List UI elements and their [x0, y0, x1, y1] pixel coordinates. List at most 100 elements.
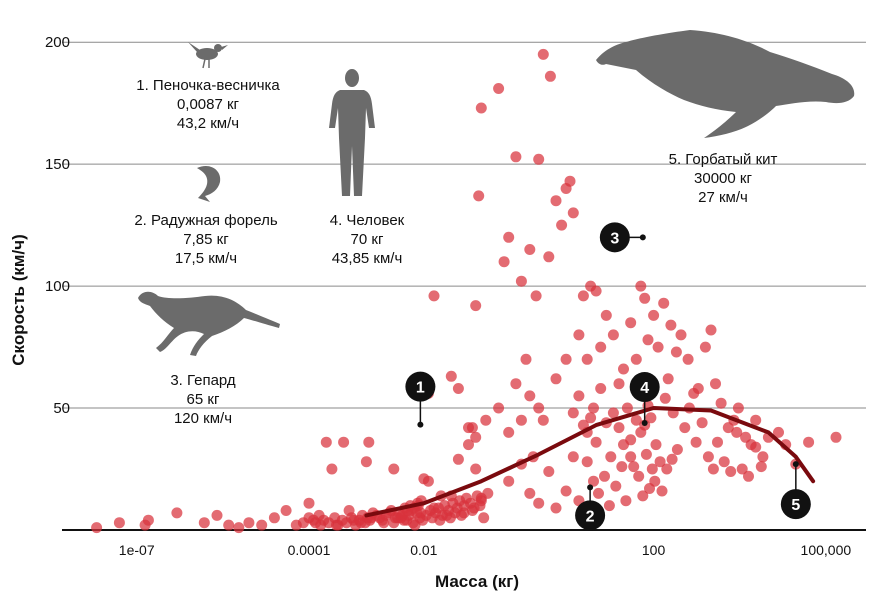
data-point — [718, 456, 730, 468]
data-point — [537, 414, 549, 426]
data-point — [712, 436, 723, 448]
annotation-speed: 17,5 км/ч — [174, 250, 238, 267]
data-point — [639, 292, 651, 304]
data-point — [607, 407, 619, 419]
highlight-5: 5 — [780, 461, 811, 520]
data-point — [428, 290, 440, 302]
axis-ticks: 50 100 150 200 1e-07 0.0001 0.01 100 100,000 — [45, 34, 851, 558]
data-point — [577, 290, 589, 302]
highlight-point — [587, 484, 594, 491]
data-point — [715, 397, 727, 409]
data-point — [533, 153, 545, 165]
annotation-name: 2. Радужная форель — [134, 212, 278, 229]
data-point — [478, 512, 490, 524]
data-point — [637, 490, 649, 502]
data-point — [326, 463, 338, 475]
data-point — [618, 363, 629, 375]
data-point — [171, 507, 183, 519]
data-point — [268, 512, 280, 524]
data-point — [524, 390, 536, 402]
data-point — [510, 151, 522, 163]
data-point — [682, 353, 694, 365]
data-point — [463, 439, 474, 451]
data-point — [498, 256, 510, 268]
data-point — [658, 297, 670, 309]
data-point — [613, 422, 625, 434]
data-point — [303, 497, 315, 509]
data-point — [503, 426, 515, 438]
data-point — [642, 334, 654, 346]
highlight-badge — [629, 372, 660, 403]
data-point — [280, 505, 292, 516]
annotation-name: 3. Гепард — [170, 372, 236, 389]
data-point — [666, 453, 678, 465]
data-point — [493, 402, 505, 414]
data-point — [480, 414, 492, 426]
data-point — [533, 402, 545, 414]
highlight-markers: 1 2 3 4 5 — [405, 222, 811, 531]
data-point — [455, 509, 467, 521]
data-point — [755, 461, 767, 473]
highlight-number: 4 — [640, 380, 649, 397]
data-point — [659, 392, 671, 404]
x-tick-label: 1e-07 — [119, 542, 155, 558]
annotation-cheetah: 3. Гепард 65 кг 120 км/ч — [148, 371, 258, 428]
y-tick-label: 150 — [45, 156, 70, 173]
data-point — [452, 453, 464, 465]
highlight-point — [641, 420, 648, 427]
highlight-2: 2 — [575, 484, 606, 531]
data-point — [533, 497, 545, 509]
data-point — [595, 341, 607, 353]
animal-silhouettes — [138, 30, 855, 356]
data-point — [670, 346, 682, 358]
data-point — [581, 353, 593, 365]
data-point — [750, 414, 762, 426]
highlight-number: 3 — [610, 230, 619, 247]
data-point — [731, 426, 743, 438]
fish-icon — [197, 165, 221, 202]
data-point — [515, 414, 527, 426]
data-point — [524, 244, 536, 255]
highlight-number: 2 — [586, 508, 595, 525]
data-point — [661, 463, 673, 475]
data-point — [600, 309, 612, 321]
data-point — [537, 48, 549, 60]
data-point — [710, 378, 721, 390]
data-point — [625, 434, 637, 446]
data-point — [113, 517, 125, 529]
highlight-number: 1 — [416, 380, 425, 397]
data-point — [696, 417, 708, 429]
data-point — [665, 319, 677, 331]
y-tick-label: 200 — [45, 34, 70, 51]
whale-icon — [596, 30, 855, 138]
y-tick-label: 50 — [53, 400, 70, 417]
data-point — [550, 502, 562, 514]
annotation-speed: 27 км/ч — [698, 189, 748, 206]
data-point — [543, 466, 555, 477]
data-point — [610, 480, 622, 492]
data-point — [690, 436, 702, 448]
data-point — [725, 466, 737, 477]
data-point — [702, 451, 714, 463]
data-point — [605, 451, 617, 463]
data-point — [470, 431, 482, 443]
annotation-mass: 65 кг — [186, 391, 220, 408]
data-point — [613, 378, 625, 390]
data-point — [211, 509, 223, 521]
data-point — [445, 370, 457, 382]
data-point — [645, 412, 657, 424]
y-axis-label: Скорость (км/ч) — [9, 234, 28, 365]
data-point — [656, 485, 668, 497]
axis-labels: Масса (кг) Скорость (км/ч) — [9, 234, 519, 591]
annotation-mass: 30000 кг — [694, 170, 752, 187]
data-point — [320, 436, 332, 448]
data-point — [621, 402, 633, 414]
data-point — [470, 300, 482, 312]
data-point — [699, 341, 711, 353]
data-point — [603, 500, 615, 512]
data-point — [590, 285, 602, 297]
annotation-willow-warbler: 1. Пеночка-весничка 0,0087 кг 43,2 км/ч — [120, 76, 296, 133]
data-point — [573, 390, 585, 402]
highlight-point — [792, 461, 799, 468]
highlight-number: 5 — [791, 497, 800, 514]
